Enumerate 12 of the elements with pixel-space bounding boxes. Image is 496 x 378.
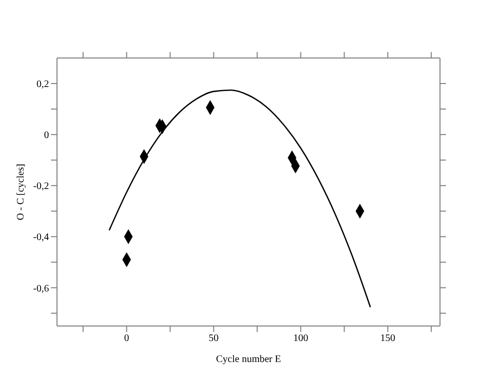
x-tick-label: 0 [124,333,130,344]
y-tick-label: 0,2 [36,79,49,90]
line-series [108,90,372,308]
y-tick-label: -0,4 [33,232,49,244]
x-tick-label: 50 [208,333,219,344]
y-tick-label: -0,2 [33,181,49,192]
x-tick-label: 100 [293,333,308,344]
x-tick-label: 150 [380,333,396,344]
x-axis-title: Cycle number E [216,354,281,365]
y-tick-label: -0,6 [33,283,49,294]
y-axis-title: O - C [cycles] [16,164,27,220]
y-tick-label: 0 [44,130,49,142]
